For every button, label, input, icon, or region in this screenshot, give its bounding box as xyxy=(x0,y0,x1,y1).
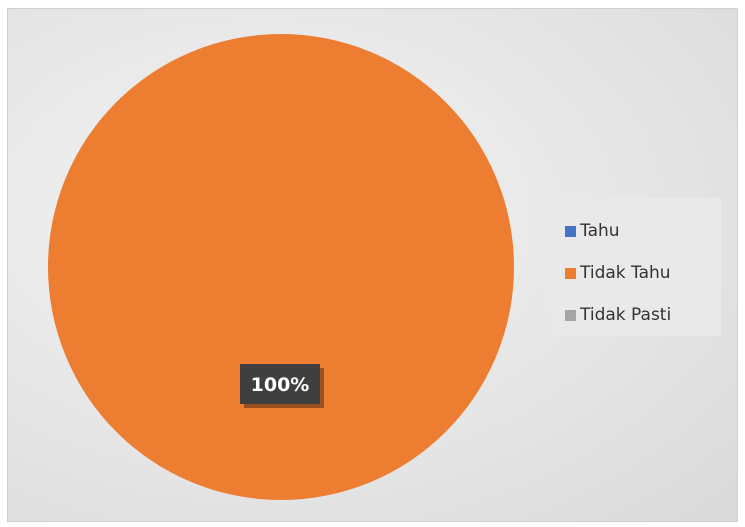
legend-label-tahu: Tahu xyxy=(580,221,620,241)
pie-slices xyxy=(48,34,514,500)
legend-item-tidak-pasti[interactable]: Tidak Pasti xyxy=(565,294,721,336)
legend-label-tidak-tahu: Tidak Tahu xyxy=(580,263,671,283)
pie-data-labels: 100% xyxy=(240,364,324,408)
legend-item-tidak-tahu[interactable]: Tidak Tahu xyxy=(565,252,721,294)
legend-swatch-tahu xyxy=(565,225,576,237)
legend-swatch-tidak-pasti xyxy=(565,309,576,321)
legend-label-tidak-pasti: Tidak Pasti xyxy=(580,305,672,325)
legend: Tahu Tidak Tahu Tidak Pasti xyxy=(551,198,721,336)
data-label-tidak-tahu: 100% xyxy=(251,374,310,396)
legend-item-tahu[interactable]: Tahu xyxy=(565,210,721,252)
data-label-box xyxy=(240,364,320,404)
pie-slice-tidak-tahu[interactable] xyxy=(48,34,514,500)
legend-swatch-tidak-tahu xyxy=(565,267,576,279)
